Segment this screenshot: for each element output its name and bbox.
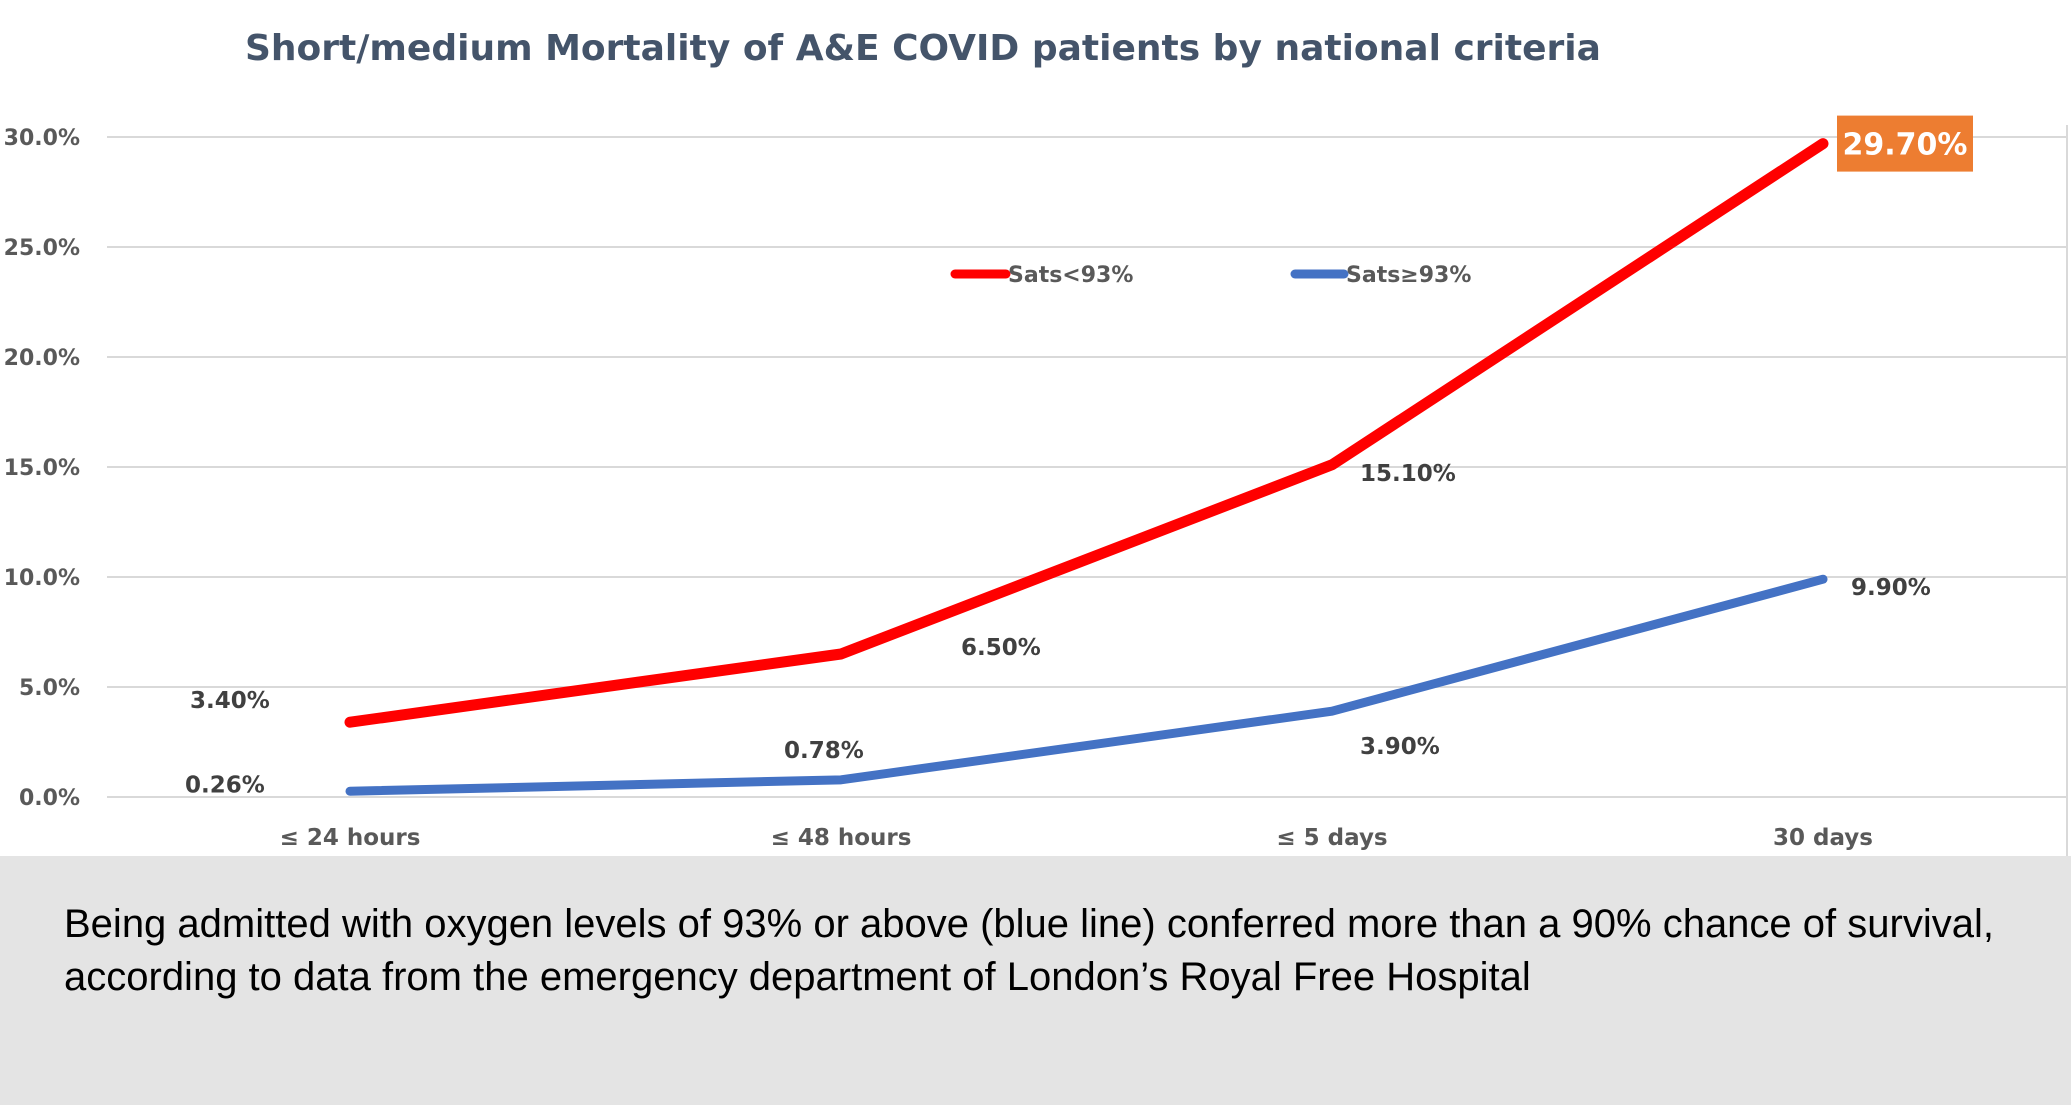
data-label: 9.90% xyxy=(1851,575,1931,601)
x-tick-label: 30 days xyxy=(1773,825,1873,851)
chart-area: Short/medium Mortality of A&E COVID pati… xyxy=(3,28,2068,856)
data-label: 0.78% xyxy=(784,738,864,764)
y-axis-ticks: 0.0% 5.0% 10.0% 15.0% 20.0% 25.0% 30.0% xyxy=(4,126,80,811)
y-tick-label: 0.0% xyxy=(19,786,80,811)
highlight-callout-box xyxy=(1837,115,1973,172)
series-line-sats-below-93 xyxy=(344,138,1829,728)
y-tick-label: 20.0% xyxy=(4,346,80,371)
highlight-callout: 29.70% xyxy=(1837,115,1973,172)
gridlines xyxy=(107,136,2067,798)
series-lines xyxy=(344,138,1829,796)
y-tick-label: 30.0% xyxy=(4,126,80,151)
data-label: 29.70% xyxy=(1843,128,1968,163)
legend-label-sats-at-or-above-93: Sats≥93% xyxy=(1346,263,1471,288)
legend-label-sats-below-93: Sats<93% xyxy=(1008,263,1133,288)
data-label: 3.40% xyxy=(190,688,270,714)
data-label: 15.10% xyxy=(1360,461,1456,487)
x-tick-label: ≤ 24 hours xyxy=(280,825,421,851)
legend: Sats<93% Sats≥93% xyxy=(950,263,1471,288)
y-tick-label: 5.0% xyxy=(19,676,80,701)
data-label: 3.90% xyxy=(1360,734,1440,760)
x-axis-ticks: ≤ 24 hours ≤ 48 hours ≤ 5 days 30 days xyxy=(280,825,1873,851)
y-tick-label: 25.0% xyxy=(4,236,80,261)
line-chart: Short/medium Mortality of A&E COVID pati… xyxy=(4,28,2068,856)
series-line-sats-at-or-above-93 xyxy=(345,574,1828,796)
x-tick-label: ≤ 5 days xyxy=(1276,825,1387,851)
data-label: 6.50% xyxy=(961,635,1041,661)
y-tick-label: 10.0% xyxy=(4,566,80,591)
data-label: 0.26% xyxy=(185,772,265,798)
caption-text: Being admitted with oxygen levels of 93%… xyxy=(64,902,1994,999)
chart-title: Short/medium Mortality of A&E COVID pati… xyxy=(245,28,1601,69)
caption-band xyxy=(0,856,2071,1105)
data-labels: 3.40% 6.50% 15.10% 29.70% 0.26% 0.78% 3.90% 9.9… xyxy=(185,115,1973,798)
x-tick-label: ≤ 48 hours xyxy=(771,825,912,851)
y-tick-label: 15.0% xyxy=(4,456,80,481)
